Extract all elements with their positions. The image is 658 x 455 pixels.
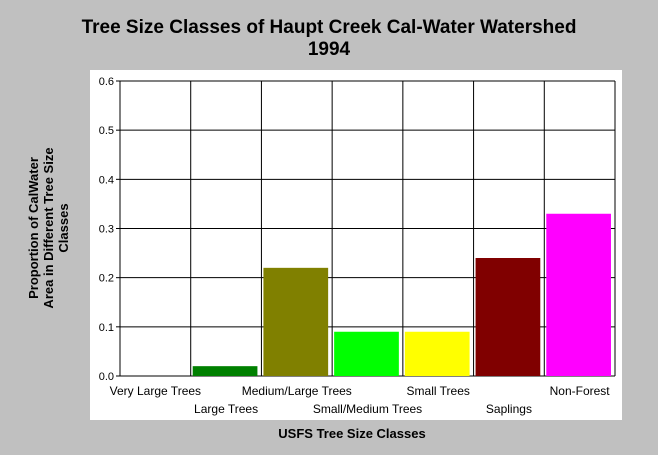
bar [263, 267, 329, 376]
x-axis-title: USFS Tree Size Classes [278, 426, 425, 441]
y-axis-title-line-2: Area in Different Tree Size [41, 147, 56, 308]
y-tick-label: 0.3 [99, 224, 114, 236]
bar [546, 213, 611, 376]
bar [334, 331, 399, 376]
y-axis-title-line-1: Proportion of CalWater [26, 157, 41, 299]
x-category-label: Medium/Large Trees [242, 384, 352, 398]
y-tick-label: 0.5 [99, 125, 114, 137]
y-tick-label: 0.4 [99, 174, 114, 186]
x-category-labels: Very Large Trees Large Trees Medium/Large … [110, 384, 611, 416]
bars [192, 213, 611, 376]
chart-title-line-2: 1994 [308, 39, 351, 60]
y-tick-label: 0.0 [99, 371, 114, 383]
bar [475, 258, 541, 376]
x-category-label: Non-Forest [550, 384, 611, 398]
bar [192, 366, 258, 376]
x-category-label: Very Large Trees [110, 384, 201, 398]
x-category-label: Saplings [486, 402, 532, 416]
x-category-label: Small Trees [407, 384, 470, 398]
y-axis-title: Proportion of CalWater Area in Different… [26, 147, 71, 308]
x-category-label: Large Trees [194, 402, 258, 416]
bar [404, 331, 470, 376]
x-category-label: Small/Medium Trees [313, 402, 422, 416]
y-axis-title-line-3: Classes [56, 203, 71, 252]
y-ticks: 0.0 0.1 0.2 0.3 0.4 0.5 0.6 [99, 76, 120, 383]
y-tick-label: 0.2 [99, 273, 114, 285]
chart-title-line-1: Tree Size Classes of Haupt Creek Cal-Wat… [82, 17, 577, 38]
y-tick-label: 0.6 [99, 76, 114, 88]
y-tick-label: 0.1 [99, 322, 114, 334]
